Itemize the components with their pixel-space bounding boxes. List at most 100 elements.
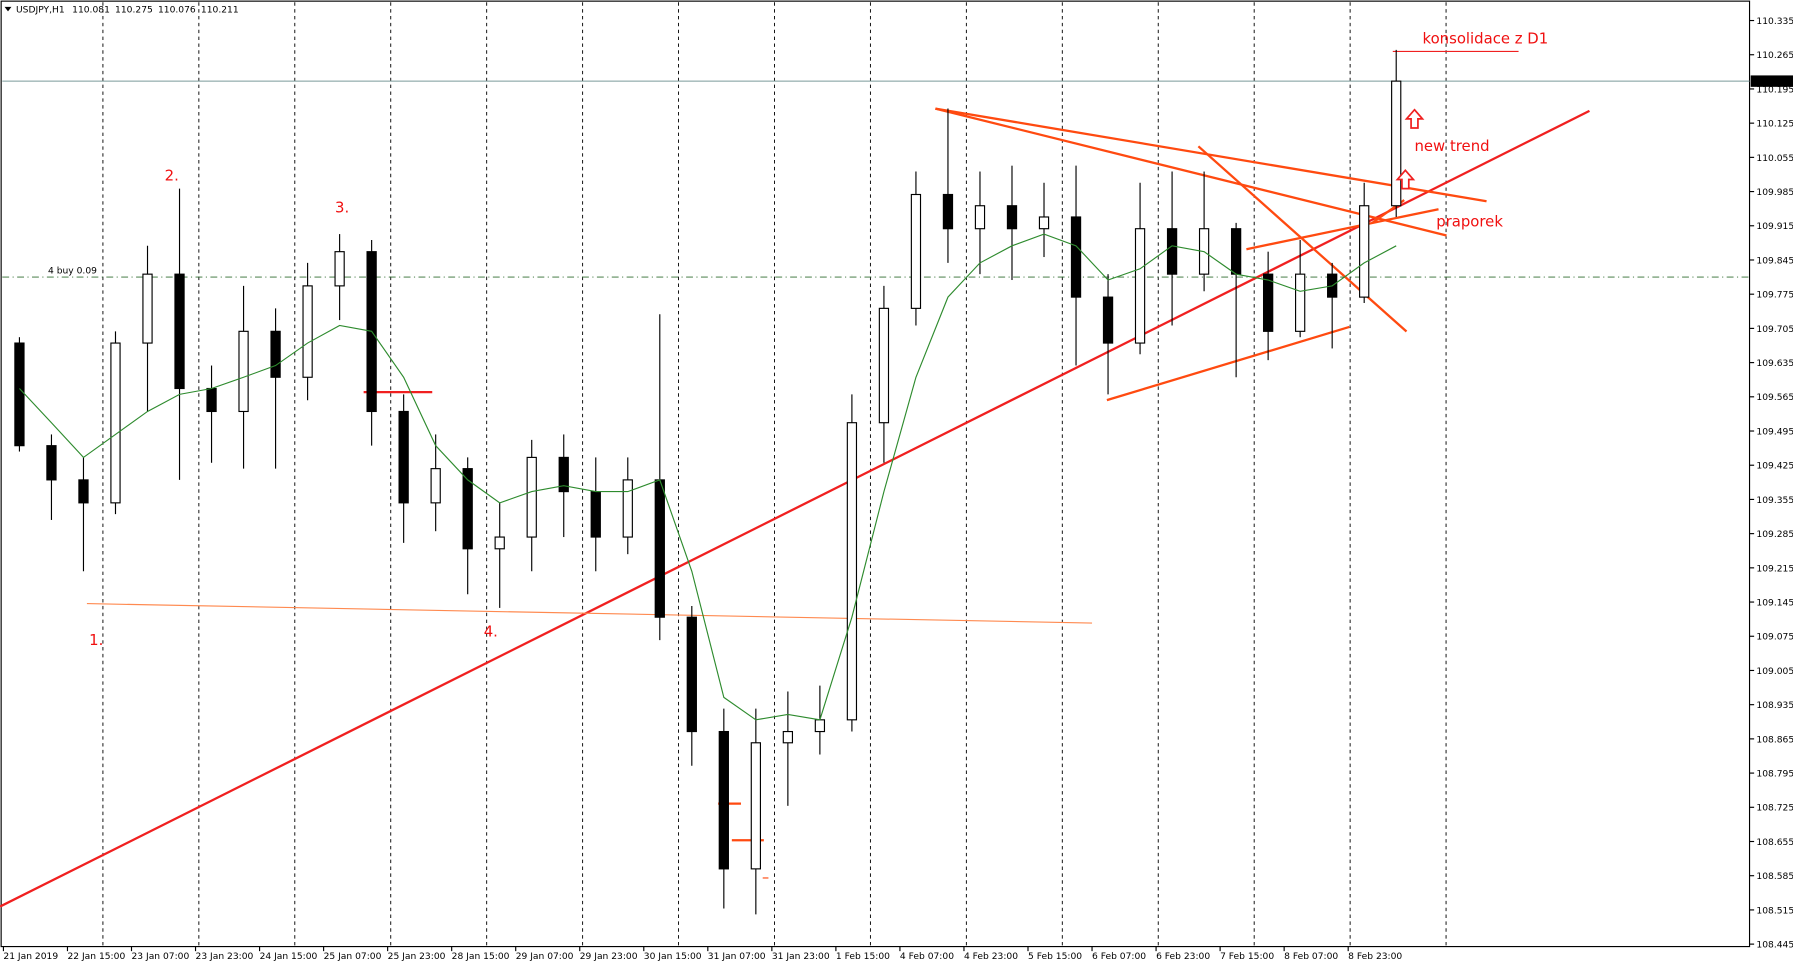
y-tick-label: 109.565 xyxy=(1756,393,1793,403)
y-tick-label: 109.145 xyxy=(1756,598,1793,608)
y-tick-label: 108.725 xyxy=(1756,804,1793,814)
y-tick-label: 109.635 xyxy=(1756,359,1793,369)
y-tick-label: 108.655 xyxy=(1756,838,1793,848)
candle-body xyxy=(878,307,890,424)
x-tick-label: 4 Feb 23:00 xyxy=(964,952,1018,962)
x-tick-label: 8 Feb 07:00 xyxy=(1284,952,1338,962)
candle-body xyxy=(654,479,665,618)
trend-line xyxy=(1246,208,1439,251)
header-low: 110.076 xyxy=(158,6,196,16)
header-high: 110.275 xyxy=(115,6,153,16)
y-tick-label: 108.865 xyxy=(1756,735,1793,745)
y-tick-label: 109.425 xyxy=(1756,462,1793,472)
x-tick-label: 25 Jan 07:00 xyxy=(324,952,382,962)
candle-body xyxy=(206,387,217,413)
candle-body xyxy=(334,251,345,287)
y-tick-label: 108.585 xyxy=(1756,872,1793,882)
candle-body xyxy=(1006,205,1018,230)
candle-body xyxy=(622,479,633,538)
candle-body xyxy=(78,479,89,504)
candle-body xyxy=(846,422,858,721)
candle-body xyxy=(1262,273,1274,332)
trend-line xyxy=(86,603,1093,624)
y-tick-label: 110.055 xyxy=(1756,154,1793,164)
buy-label: 4 buy 0.09 xyxy=(48,267,97,277)
candle-body xyxy=(14,342,25,447)
y-tick-label: 110.265 xyxy=(1756,51,1793,61)
candle-body xyxy=(430,468,441,504)
candle-body xyxy=(974,205,986,230)
menu-triangle xyxy=(4,6,12,12)
moving-average xyxy=(19,233,1397,721)
y-tick-label: 109.075 xyxy=(1756,633,1793,643)
x-tick-label: 4 Feb 07:00 xyxy=(900,952,954,962)
y-tick-label: 109.495 xyxy=(1756,427,1793,437)
header-close: 110.211 xyxy=(201,6,239,16)
y-tick-label: 110.125 xyxy=(1756,120,1793,130)
y-tick-label: 109.775 xyxy=(1756,291,1793,301)
y-tick-label: 109.355 xyxy=(1756,496,1793,506)
candle-body xyxy=(910,193,922,309)
x-tick-label: 1 Feb 15:00 xyxy=(836,952,890,962)
plot-frame xyxy=(0,0,1751,948)
up-arrow xyxy=(1404,108,1425,129)
chart-header: USDJPY,H1 110.081 110.275 110.076 110.21… xyxy=(16,6,239,16)
candle-body xyxy=(174,273,185,390)
x-tick-label: 23 Jan 07:00 xyxy=(132,952,190,962)
annotation: 1. xyxy=(89,631,103,649)
x-tick-label: 6 Feb 07:00 xyxy=(1092,952,1146,962)
y-tick-label: 108.515 xyxy=(1756,906,1793,916)
candle-body xyxy=(1070,216,1082,298)
candle-body xyxy=(46,445,57,481)
annotation: 4. xyxy=(484,623,498,641)
y-tick-label: 108.795 xyxy=(1756,770,1793,780)
candle-body xyxy=(686,616,697,733)
annotation: new trend xyxy=(1415,137,1490,155)
candle-body xyxy=(1166,228,1178,275)
candle-body xyxy=(302,285,313,378)
price-label: 110.211 xyxy=(1756,78,1793,88)
trend-line xyxy=(1106,325,1350,402)
x-tick-label: 31 Jan 23:00 xyxy=(772,952,830,962)
candle-body xyxy=(1038,216,1050,230)
x-tick-label: 22 Jan 15:00 xyxy=(67,952,125,962)
y-tick-label: 109.985 xyxy=(1756,188,1793,198)
candle-body xyxy=(398,410,409,504)
y-tick-label: 109.285 xyxy=(1756,530,1793,540)
x-tick-label: 29 Jan 07:00 xyxy=(516,952,574,962)
x-tick-label: 6 Feb 23:00 xyxy=(1156,952,1210,962)
x-tick-label: 21 Jan 2019 xyxy=(3,952,58,962)
candle-body xyxy=(558,456,569,493)
y-tick-label: 109.915 xyxy=(1756,222,1793,232)
up-arrow xyxy=(1395,169,1416,190)
x-tick-label: 5 Feb 15:00 xyxy=(1028,952,1082,962)
candle-body xyxy=(750,742,761,870)
x-tick-label: 24 Jan 15:00 xyxy=(260,952,318,962)
annotation: konsolidace z D1 xyxy=(1423,29,1549,47)
candle-body xyxy=(1230,228,1242,275)
x-tick-label: 8 Feb 23:00 xyxy=(1348,952,1402,962)
annotation: 2. xyxy=(165,167,179,185)
candle-body xyxy=(782,730,794,744)
candle-body xyxy=(718,730,729,870)
x-tick-label: 25 Jan 23:00 xyxy=(388,952,446,962)
candle-body xyxy=(942,193,954,230)
candle-body xyxy=(238,330,249,413)
y-tick-label: 109.005 xyxy=(1756,667,1793,677)
candle-body xyxy=(110,342,121,504)
candle-body xyxy=(590,491,601,538)
x-tick-label: 7 Feb 15:00 xyxy=(1220,952,1274,962)
candle-body xyxy=(814,719,826,733)
y-tick-label: 109.215 xyxy=(1756,564,1793,574)
y-tick-label: 108.935 xyxy=(1756,701,1793,711)
candle-body xyxy=(462,468,473,550)
symbol: USDJPY,H1 xyxy=(16,6,65,16)
candle-body xyxy=(1295,273,1306,332)
y-tick-label: 109.705 xyxy=(1756,325,1793,335)
header-open: 110.081 xyxy=(72,6,110,16)
candle-body xyxy=(270,330,281,378)
annotation: 3. xyxy=(335,199,349,217)
candle-body xyxy=(1134,228,1146,344)
